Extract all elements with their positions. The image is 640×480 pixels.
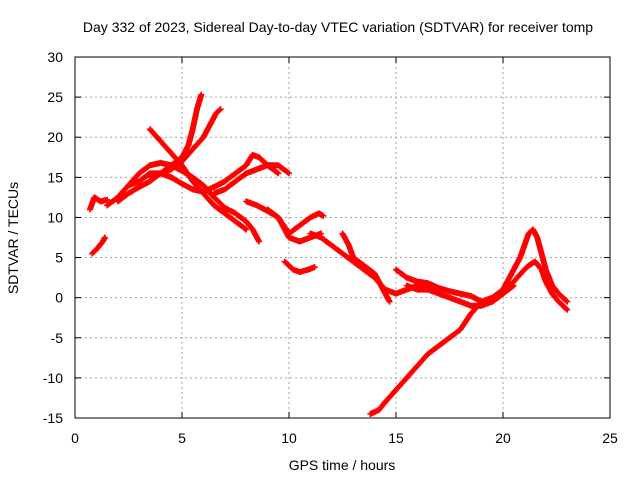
series-track-2 [89, 234, 108, 257]
data-point [478, 298, 485, 305]
tick-layer: 0 5 10 15 20 25 -15 -10 -5 0 5 10 15 20 25 30 [43, 49, 618, 446]
y-tick-label: 5 [55, 250, 63, 266]
data-point [217, 106, 224, 113]
data-point [198, 91, 205, 98]
series-track-4 [114, 91, 205, 205]
x-axis-label: GPS time / hours [289, 457, 396, 473]
series-track-16 [367, 298, 485, 417]
y-tick-label: -5 [51, 330, 64, 346]
x-tick-label: 20 [495, 430, 511, 446]
x-tick-label: 5 [178, 430, 186, 446]
series-track-10 [264, 206, 327, 237]
x-tick-label: 15 [388, 430, 404, 446]
series-track-1 [86, 194, 111, 213]
y-tick-label: 0 [55, 290, 63, 306]
data-point [477, 299, 484, 306]
x-tick-label: 0 [71, 430, 79, 446]
series-track-18 [489, 258, 571, 313]
y-tick-label: 30 [47, 49, 63, 65]
data-point [274, 169, 281, 176]
y-tick-label: -10 [43, 370, 63, 386]
data-point [104, 196, 111, 203]
data-point [101, 234, 108, 241]
data-point [564, 306, 571, 313]
x-tick-label: 10 [281, 430, 297, 446]
y-tick-label: 10 [47, 209, 63, 225]
data-point [564, 298, 571, 305]
data-point [320, 212, 327, 219]
plot-frame [74, 56, 611, 419]
series-track-13 [339, 230, 393, 305]
data-point [311, 264, 318, 271]
data-point [216, 107, 223, 114]
y-axis-label: SDTVAR / TECUs [5, 182, 21, 294]
data-point [243, 226, 250, 233]
data-point [284, 169, 291, 176]
data-point [563, 297, 570, 304]
chart-title: Day 332 of 2023, Sidereal Day-to-day VTE… [83, 19, 593, 35]
data-point [242, 225, 249, 232]
data-point [286, 170, 292, 177]
data-point [256, 238, 263, 245]
series-track-11 [281, 258, 318, 275]
data-point [563, 305, 570, 312]
y-tick-label: 20 [47, 129, 63, 145]
data-point [386, 298, 393, 305]
y-tick-label: 15 [47, 169, 63, 185]
y-tick-label: -15 [43, 410, 63, 426]
x-tick-label: 25 [602, 430, 618, 446]
series-track-8 [211, 162, 292, 197]
data-layer [86, 91, 571, 417]
y-tick-label: 25 [47, 89, 63, 105]
data-point [275, 170, 282, 177]
